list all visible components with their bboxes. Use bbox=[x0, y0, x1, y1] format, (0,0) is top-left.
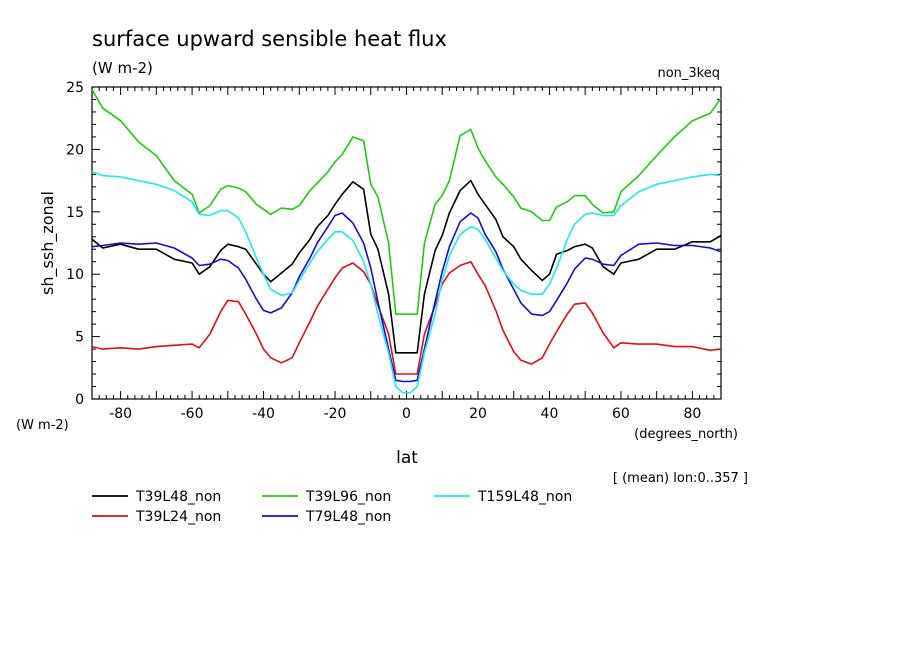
y-tick-label: 5 bbox=[75, 330, 84, 346]
legend: T39L48_non T39L96_non T159L48_non T39L24_no… bbox=[92, 489, 572, 525]
legend-label: T39L96_non bbox=[305, 489, 391, 505]
x-tick-label: 80 bbox=[683, 406, 701, 422]
x-axis-units: (degrees_north) bbox=[634, 427, 738, 442]
series-line-T39L48_non bbox=[91, 179, 722, 354]
axis-ticks: -80 -60 -40 -20 0 20 40 60 80 0 5 10 15 20 25 bbox=[66, 80, 721, 422]
x-tick-label: 0 bbox=[402, 406, 411, 422]
x-tick-label: -20 bbox=[324, 406, 347, 422]
x-tick-label: 60 bbox=[612, 406, 630, 422]
y-tick-label: 0 bbox=[75, 392, 84, 408]
y-tick-label: 15 bbox=[66, 205, 84, 221]
x-tick-label: -60 bbox=[181, 406, 204, 422]
y-tick-label: 25 bbox=[66, 80, 84, 96]
series-line-T79L48_non bbox=[91, 212, 722, 383]
x-tick-label: 20 bbox=[469, 406, 487, 422]
y-axis-units: (W m-2) bbox=[16, 418, 69, 433]
legend-label: T159L48_non bbox=[477, 489, 572, 505]
legend-label: T79L48_non bbox=[305, 509, 391, 525]
series-lines bbox=[91, 89, 722, 394]
experiment-label: non_3keq bbox=[657, 66, 720, 81]
x-axis-title: lat bbox=[396, 448, 418, 468]
series-line-T39L24_non bbox=[91, 260, 722, 375]
series-line-T159L48_non bbox=[91, 171, 722, 394]
x-tick-label: -80 bbox=[109, 406, 132, 422]
legend-label: T39L48_non bbox=[135, 489, 221, 505]
legend-label: T39L24_non bbox=[135, 509, 221, 525]
averaging-note: [ (mean) lon:0..357 ] bbox=[613, 471, 748, 486]
series-line-T39L96_non bbox=[91, 89, 722, 315]
chart-title: surface upward sensible heat flux bbox=[92, 27, 447, 51]
x-tick-label: 40 bbox=[541, 406, 559, 422]
chart-units: (W m-2) bbox=[92, 59, 153, 77]
x-tick-label: -40 bbox=[252, 406, 275, 422]
y-tick-label: 10 bbox=[66, 267, 84, 283]
y-axis-title: sh_ssh_zonal bbox=[38, 191, 58, 295]
y-tick-label: 20 bbox=[66, 142, 84, 158]
